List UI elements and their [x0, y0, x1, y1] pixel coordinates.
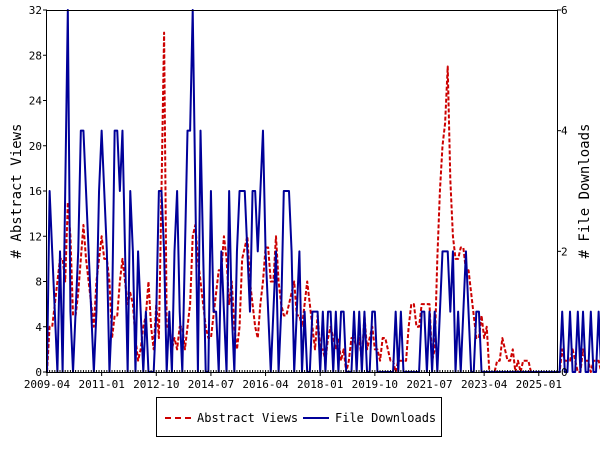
- legend-label-abstract-views: Abstract Views: [197, 411, 299, 425]
- legend-item-abstract-views: Abstract Views: [165, 410, 298, 426]
- left-axis: 0 4 8 12 16 20 24 28 32: [29, 4, 47, 379]
- x-tick-label: 2014-07: [188, 378, 234, 391]
- x-tick-label: 2011-01: [78, 378, 124, 391]
- y-tick-label-left: 0: [35, 366, 42, 379]
- y-tick-label-left: 28: [29, 49, 42, 62]
- x-tick-label: 2009-04: [24, 378, 71, 391]
- right-axis: 0 2 4 6: [557, 4, 568, 379]
- y-tick-label-left: 12: [29, 230, 42, 243]
- x-tick-label: 2012-10: [133, 378, 179, 391]
- y-tick-label-right: 2: [561, 245, 568, 258]
- x-tick-label: 2023-04: [461, 378, 508, 391]
- y-tick-label-left: 32: [29, 4, 42, 17]
- legend-item-file-downloads: File Downloads: [303, 410, 436, 426]
- y-tick-label-right: 0: [561, 366, 568, 379]
- chart-legend: Abstract Views File Downloads: [156, 397, 442, 437]
- legend-swatch-abstract-views: [165, 417, 191, 419]
- y-tick-label-left: 16: [29, 185, 42, 198]
- x-tick-label: 2018-01: [297, 378, 343, 391]
- plot-lines: [46, 9, 600, 373]
- y-tick-label-right: 4: [561, 125, 568, 138]
- x-tick-label: 2021-07: [406, 378, 452, 391]
- y-tick-label-right: 6: [561, 4, 568, 17]
- x-axis: 2009-04 2011-01 2012-10 2014-07 2016-04 2018-…: [24, 370, 562, 391]
- x-tick-label: 2019-10: [352, 378, 398, 391]
- legend-label-file-downloads: File Downloads: [335, 411, 437, 425]
- x-tick-label: 2025-01: [516, 378, 562, 391]
- y-tick-label-left: 4: [35, 321, 42, 334]
- y-axis-title-left: # Abstract Views: [9, 124, 25, 259]
- series-line-file-downloads: [46, 9, 600, 373]
- y-tick-label-left: 24: [29, 95, 43, 108]
- y-axis-title-right: # File Downloads: [577, 124, 593, 259]
- legend-swatch-file-downloads: [303, 417, 329, 419]
- y-tick-label-left: 20: [29, 140, 42, 153]
- x-tick-label: 2016-04: [242, 378, 289, 391]
- y-tick-label-left: 8: [35, 276, 42, 289]
